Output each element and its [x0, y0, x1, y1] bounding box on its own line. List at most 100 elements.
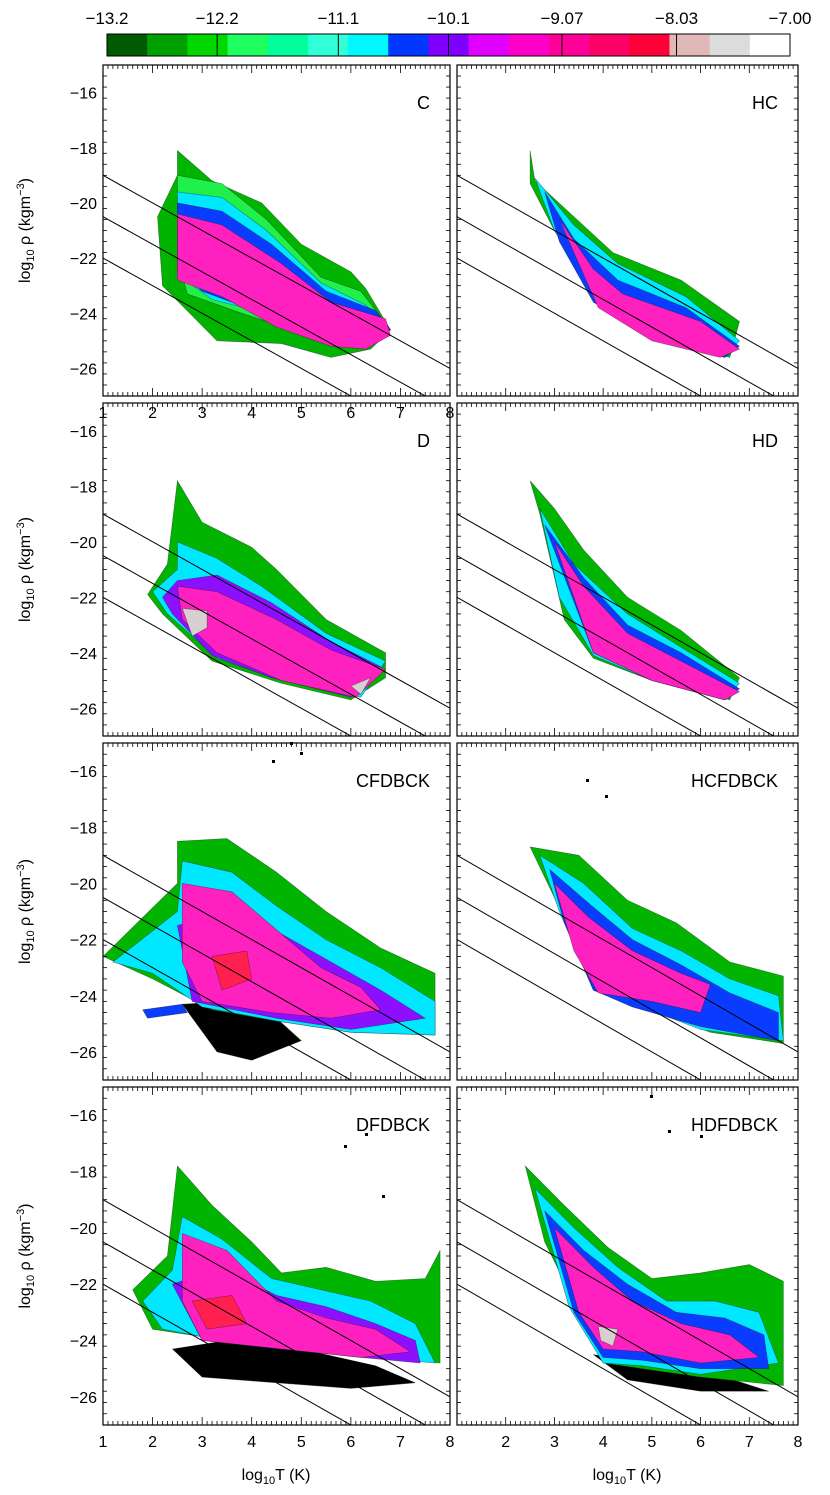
colorbar: −13.2 −12.2 −11.1 −10.1 −9.07 −8.03 −7.00 — [85, 9, 812, 57]
y-tick-label: −18 — [70, 479, 97, 496]
y-tick-label: −26 — [70, 361, 97, 378]
reference-line — [103, 174, 450, 369]
x-tick-label: 7 — [396, 1434, 405, 1451]
panel-content — [457, 480, 798, 736]
density-region — [597, 1326, 619, 1347]
panel-label: HC — [752, 93, 778, 113]
panels: C −16 −18 −20 −22 −24 −26 log10 ρ (kgm−3) 1 2 3 4 5 6… — [15, 64, 803, 1451]
density-region — [177, 585, 387, 698]
colorbar-swatch — [107, 34, 148, 56]
scatter-point — [668, 1130, 671, 1133]
reference-line — [103, 596, 352, 736]
reference-line — [457, 1199, 798, 1398]
y-axis-label: log10 ρ (kgm−3) — [15, 859, 37, 964]
x-tick-label: 3 — [198, 1434, 207, 1451]
panel-content — [457, 846, 798, 1080]
colorbar-swatch — [388, 34, 430, 56]
y-tick-label: −24 — [70, 646, 97, 663]
reference-line — [457, 257, 702, 396]
reference-line — [103, 897, 427, 1080]
x-tick-label: 6 — [696, 1434, 705, 1451]
x-tick-label: 6 — [346, 405, 355, 422]
x-tick-label: 7 — [396, 405, 405, 422]
panel-label: C — [417, 93, 430, 113]
scatter-point — [586, 779, 589, 782]
colorbar-swatch — [508, 34, 550, 56]
panel-label: CFDBCK — [356, 771, 430, 791]
panel-frame — [456, 64, 799, 397]
x-tick-label: 5 — [647, 1434, 656, 1451]
panel-label: HDFDBCK — [691, 1115, 778, 1135]
y-tick-label: −20 — [70, 535, 97, 552]
panel-label: HCFDBCK — [691, 771, 778, 791]
reference-line — [103, 513, 450, 709]
y-tick-label: −18 — [70, 1165, 97, 1182]
colorbar-swatch — [307, 34, 349, 56]
density-region — [554, 541, 741, 701]
reference-line — [103, 1283, 352, 1425]
reference-line — [103, 216, 427, 396]
reference-line — [457, 854, 798, 1053]
y-tick-label: −22 — [70, 251, 97, 268]
panel-content — [103, 1165, 450, 1425]
x-tick-label: 3 — [198, 405, 207, 422]
x-tick-label: 1 — [99, 1434, 108, 1451]
reference-line — [103, 939, 352, 1080]
reference-line — [457, 216, 775, 396]
density-region — [559, 219, 741, 358]
colorbar-tick-label: −12.2 — [196, 9, 239, 28]
panel-hc: HC — [456, 64, 799, 397]
x-tick-label: 6 — [346, 1434, 355, 1451]
y-tick-label: −16 — [70, 764, 97, 781]
reference-line — [457, 555, 775, 736]
panel-hd: HD — [456, 402, 799, 737]
y-tick-label: −20 — [70, 196, 97, 213]
density-region — [182, 1233, 412, 1358]
x-tick-label: 2 — [501, 1434, 510, 1451]
panel-frame — [456, 402, 799, 737]
colorbar-swatch — [147, 34, 188, 56]
colorbar-swatch — [749, 34, 791, 56]
panel-label: DFDBCK — [356, 1115, 430, 1135]
y-tick-label: −16 — [70, 86, 97, 103]
panel-hdfdbck: HDFDBCK 2 3 4 5 6 7 8 — [456, 1086, 803, 1451]
y-tick-label: −24 — [70, 989, 97, 1006]
x-tick-label: 4 — [599, 1434, 608, 1451]
x-tick-label: 2 — [148, 1434, 157, 1451]
colorbar-swatch — [548, 34, 590, 56]
colorbar-tick-label: −9.07 — [540, 9, 583, 28]
colorbar-swatch — [589, 34, 630, 56]
density-region — [177, 213, 391, 350]
x-tick-label: 8 — [446, 1434, 455, 1451]
scatter-point — [344, 1145, 347, 1148]
panel-label: D — [417, 431, 430, 451]
y-tick-label: −20 — [70, 876, 97, 893]
y-tick-label: −20 — [70, 1221, 97, 1238]
x-tick-label: 4 — [247, 1434, 256, 1451]
reference-line — [103, 257, 352, 396]
y-tick-label: −22 — [70, 933, 97, 950]
y-tick-label: −18 — [70, 820, 97, 837]
x-axis-label-left: log10T (K) — [242, 1467, 311, 1487]
reference-line — [103, 854, 450, 1053]
scatter-point — [272, 760, 275, 763]
y-tick-label: −26 — [70, 1390, 97, 1407]
x-tick-label: 2 — [148, 405, 157, 422]
x-tick-label: 8 — [794, 1434, 803, 1451]
density-region — [181, 607, 208, 637]
y-tick-label: −26 — [70, 1045, 97, 1062]
reference-line — [457, 1283, 702, 1425]
reference-line — [457, 174, 798, 369]
density-region — [549, 868, 779, 1042]
x-axis-label-right: log10T (K) — [593, 1467, 662, 1487]
colorbar-swatch — [348, 34, 389, 56]
y-tick-label: −16 — [70, 1108, 97, 1125]
y-tick-label: −24 — [70, 306, 97, 323]
panel-cfdbck: CFDBCK −16 −18 −20 −22 −24 −26 log10 ρ (kgm−3) — [15, 742, 451, 1081]
x-tick-label: 5 — [297, 1434, 306, 1451]
colorbar-swatch — [709, 34, 751, 56]
panel-content — [457, 150, 798, 396]
reference-line — [457, 1241, 775, 1425]
